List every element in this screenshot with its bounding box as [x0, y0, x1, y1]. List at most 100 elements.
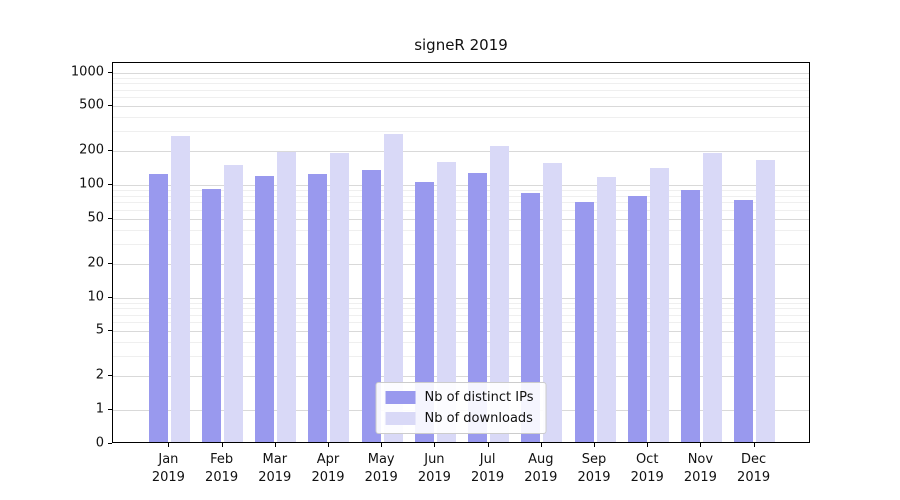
bar-downloads-jan: [170, 136, 190, 442]
x-tick-mark-dec: [753, 443, 755, 447]
legend-swatch-downloads: [385, 412, 416, 425]
legend-swatch-distinct-ips: [385, 391, 416, 404]
y-tick-mark-100: [108, 184, 112, 185]
bar-downloads-jun: [436, 161, 456, 442]
bar-downloads-dec: [756, 160, 776, 442]
bar-downloads-may: [383, 133, 403, 442]
x-tick-mark-jun: [434, 443, 436, 447]
gridline-500: [113, 106, 809, 108]
gridline-80: [113, 195, 809, 197]
bar-distinct-ips-sep: [574, 201, 594, 442]
gridline-6: [113, 322, 809, 324]
bar-distinct-ips-nov: [680, 189, 700, 442]
x-tick-label-nov: Nov 2019: [683, 452, 717, 485]
x-tick-label-mar: Mar 2019: [258, 452, 292, 485]
gridline-4: [113, 342, 809, 344]
grid-layer: [113, 63, 809, 442]
y-tick-mark-10: [108, 296, 112, 298]
x-tick-mark-apr: [327, 443, 329, 447]
gridline-900: [113, 77, 809, 79]
bar-downloads-aug: [543, 163, 563, 442]
gridline-400: [113, 117, 809, 119]
bar-distinct-ips-mar: [255, 176, 275, 442]
y-tick-label-2: 2: [95, 367, 104, 383]
y-tick-mark-2: [108, 375, 112, 377]
bar-distinct-ips-aug: [521, 192, 541, 442]
y-tick-label-200: 200: [79, 142, 104, 158]
y-tick-label-20: 20: [87, 255, 104, 271]
gridline-200: [113, 151, 809, 153]
x-tick-label-jan: Jan 2019: [151, 452, 185, 485]
chart-title: signeR 2019: [414, 36, 508, 54]
y-tick-label-100: 100: [79, 176, 104, 192]
gridline-90: [113, 190, 809, 192]
x-tick-label-may: May 2019: [364, 452, 398, 485]
legend-item-downloads: Nb of downloads: [385, 411, 534, 426]
bar-distinct-ips-apr: [308, 174, 328, 442]
bar-downloads-sep: [596, 177, 616, 442]
bar-distinct-ips-feb: [202, 189, 222, 442]
gridline-9: [113, 302, 809, 304]
x-tick-label-feb: Feb 2019: [205, 452, 239, 485]
y-tick-label-500: 500: [79, 97, 104, 113]
gridline-50: [113, 218, 809, 220]
legend: Nb of distinct IPs Nb of downloads: [375, 382, 547, 434]
x-tick-mark-nov: [700, 443, 702, 447]
x-tick-label-jul: Jul 2019: [471, 452, 505, 485]
gridline-800: [113, 83, 809, 85]
x-tick-mark-mar: [274, 443, 276, 447]
bar-downloads-oct: [649, 168, 669, 442]
bars-layer: [113, 63, 809, 442]
y-tick-mark-0: [108, 443, 112, 444]
gridline-300: [113, 131, 809, 133]
gridline-30: [113, 243, 809, 245]
y-tick-label-0: 0: [95, 435, 104, 451]
bar-distinct-ips-may: [361, 170, 381, 442]
x-tick-mark-jan: [168, 443, 170, 447]
plot-area: Nb of distinct IPs Nb of downloads: [112, 62, 810, 443]
bar-downloads-nov: [702, 152, 722, 442]
gridline-3: [113, 356, 809, 358]
x-tick-mark-feb: [221, 443, 223, 447]
gridline-10: [113, 297, 809, 299]
gridline-600: [113, 97, 809, 99]
bar-downloads-feb: [224, 164, 244, 442]
x-tick-mark-jul: [487, 443, 489, 447]
y-tick-label-1000: 1000: [70, 64, 104, 79]
gridline-20: [113, 263, 809, 265]
bar-distinct-ips-jan: [148, 174, 168, 442]
gridline-40: [113, 229, 809, 231]
legend-item-distinct-ips: Nb of distinct IPs: [385, 390, 533, 405]
y-tick-label-1: 1: [95, 401, 104, 417]
y-tick-mark-20: [108, 262, 112, 264]
x-tick-label-aug: Aug 2019: [524, 452, 558, 485]
y-tick-label-50: 50: [87, 210, 104, 226]
bar-downloads-jul: [490, 145, 510, 442]
y-tick-mark-50: [108, 217, 112, 219]
gridline-1000: [113, 72, 809, 74]
gridline-70: [113, 202, 809, 204]
x-tick-mark-may: [381, 443, 383, 447]
gridline-7: [113, 314, 809, 316]
y-tick-mark-1000: [108, 71, 112, 73]
y-tick-mark-200: [108, 150, 112, 152]
y-tick-mark-500: [108, 105, 112, 107]
bar-downloads-apr: [330, 152, 350, 442]
bar-distinct-ips-oct: [627, 195, 647, 442]
x-tick-label-dec: Dec 2019: [737, 452, 771, 485]
gridline-5: [113, 331, 809, 333]
x-tick-label-oct: Oct 2019: [630, 452, 664, 485]
legend-label-downloads: Nb of downloads: [424, 411, 533, 426]
x-tick-mark-oct: [647, 443, 649, 447]
y-tick-mark-5: [108, 330, 112, 332]
gridline-60: [113, 209, 809, 211]
x-tick-mark-aug: [540, 443, 542, 447]
gridline-700: [113, 89, 809, 91]
x-tick-label-apr: Apr 2019: [311, 452, 345, 485]
y-tick-label-5: 5: [95, 322, 104, 338]
bar-distinct-ips-jul: [468, 173, 488, 442]
gridline-100: [113, 185, 809, 186]
y-tick-label-10: 10: [87, 289, 104, 304]
bar-distinct-ips-dec: [734, 200, 754, 442]
